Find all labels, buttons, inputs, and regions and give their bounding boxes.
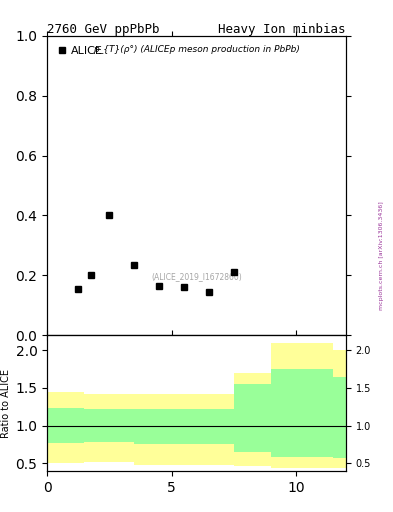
- Legend: ALICE: ALICE: [53, 41, 107, 60]
- Text: p_{T}(ρ°) (ALICEp meson production in PbPb): p_{T}(ρ°) (ALICEp meson production in Pb…: [93, 45, 300, 54]
- Text: mcplots.cern.ch [arXiv:1306.3436]: mcplots.cern.ch [arXiv:1306.3436]: [379, 202, 384, 310]
- Text: 2760 GeV ppPbPb: 2760 GeV ppPbPb: [47, 23, 160, 36]
- Text: Heavy Ion minbias: Heavy Ion minbias: [219, 23, 346, 36]
- Text: (ALICE_2019_I1672860): (ALICE_2019_I1672860): [151, 272, 242, 281]
- Y-axis label: Ratio to ALICE: Ratio to ALICE: [1, 369, 11, 438]
